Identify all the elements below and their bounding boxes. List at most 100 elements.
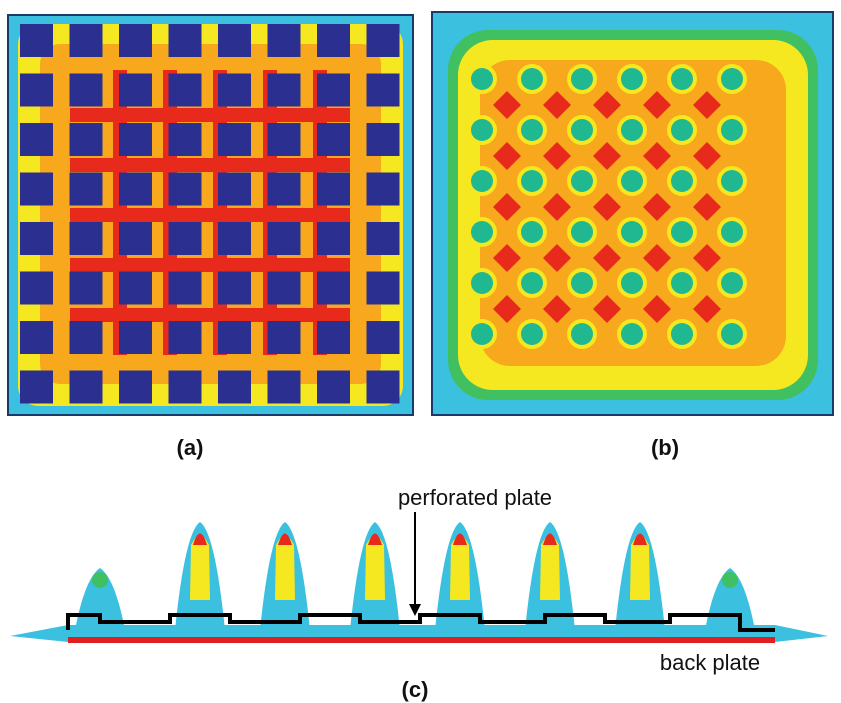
hole [119,74,152,107]
hole [317,272,350,305]
hole [471,119,493,141]
hole [721,323,743,345]
hole [119,371,152,404]
hole [621,119,643,141]
hole [169,74,202,107]
hole [621,272,643,294]
hole [671,68,693,90]
hole [367,321,400,354]
hole [471,170,493,192]
hole [218,321,251,354]
peak-mid [450,536,470,600]
hole [521,272,543,294]
hole [218,74,251,107]
hole [471,68,493,90]
hole [70,272,103,305]
page: (a) (b) (c) perforated plate back plate … [0,0,841,703]
hole [70,173,103,206]
hole [317,74,350,107]
hole [218,272,251,305]
hole [621,68,643,90]
hole [119,222,152,255]
hole [317,123,350,156]
hole [721,119,743,141]
hole [218,222,251,255]
hole [20,123,53,156]
hole [169,272,202,305]
hole [268,173,301,206]
hole [671,170,693,192]
hole [571,170,593,192]
hole [671,272,693,294]
hole [119,24,152,57]
hole [317,222,350,255]
hole [521,119,543,141]
hole [20,74,53,107]
hole [721,170,743,192]
hole [268,74,301,107]
hole [571,119,593,141]
hole [268,24,301,57]
hole [571,68,593,90]
peak-mid [365,536,385,600]
hole [621,170,643,192]
hole [367,74,400,107]
hole [367,222,400,255]
hole [218,24,251,57]
hole [268,272,301,305]
hole [367,371,400,404]
annotation: back plate [660,650,760,675]
hole [471,323,493,345]
peak-mid [190,536,210,600]
peak-mid [540,536,560,600]
panel-b-pattern [467,60,786,366]
hole [367,123,400,156]
hole [268,371,301,404]
hole [70,74,103,107]
hole [70,371,103,404]
hot-band [313,70,327,355]
hole [521,323,543,345]
hot-band [70,308,350,322]
hole [20,222,53,255]
hole [671,323,693,345]
hole [317,371,350,404]
hole [721,68,743,90]
annotation: perforated plate [398,485,552,510]
hole [20,272,53,305]
hole [471,272,493,294]
hole [621,323,643,345]
panel-label: (b) [651,435,679,460]
hole [317,24,350,57]
hole [721,221,743,243]
hole [268,123,301,156]
hole [571,221,593,243]
hole [169,222,202,255]
hole [471,221,493,243]
panel-label: (a) [177,435,204,460]
hole [268,321,301,354]
hole [119,123,152,156]
figure: (a) (b) (c) perforated plate back plate [0,0,841,703]
hole [317,321,350,354]
panel-label: (c) [402,677,429,702]
hole [367,272,400,305]
hole [70,24,103,57]
hole [218,371,251,404]
hole [119,321,152,354]
hole [521,221,543,243]
hole [621,221,643,243]
peak-mid [630,536,650,600]
hole [70,123,103,156]
hole [317,173,350,206]
peak-tip [92,572,108,588]
hole [169,371,202,404]
hole [367,173,400,206]
hole [571,272,593,294]
hole [367,24,400,57]
hole [721,272,743,294]
hot-band [70,158,350,172]
hole [169,321,202,354]
hole [218,123,251,156]
hole [20,173,53,206]
